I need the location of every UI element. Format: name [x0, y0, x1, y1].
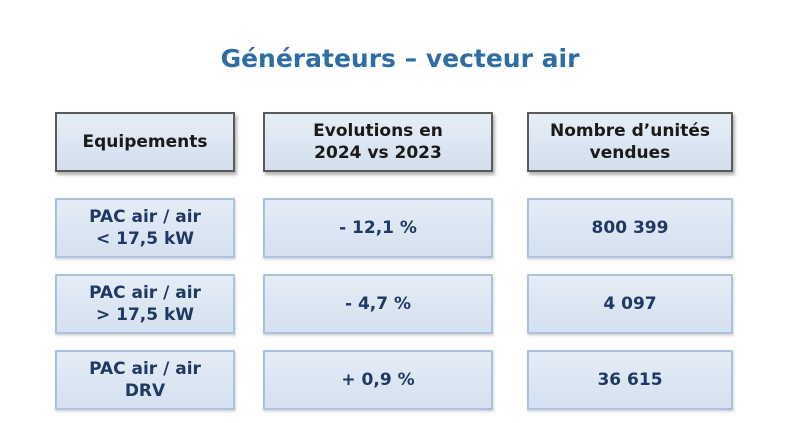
cell-text: - 12,1 %: [339, 218, 417, 238]
table-cell: 800 399: [527, 198, 733, 258]
cell-text: 800 399: [591, 218, 669, 238]
cell-text: < 17,5 kW: [95, 229, 195, 249]
cell-text: 4 097: [603, 294, 657, 314]
table-cell: - 4,7 %: [263, 274, 493, 334]
table-cell: 36 615: [527, 350, 733, 410]
cell-text: - 4,7 %: [344, 294, 412, 314]
cell-text: PAC air / air: [89, 359, 201, 379]
cell-text: Equipements: [82, 132, 208, 152]
table-cell: PAC air / air > 17,5 kW: [55, 274, 235, 334]
cell-text: PAC air / air: [89, 283, 201, 303]
cell-text: + 0,9 %: [341, 370, 415, 390]
table-cell: PAC air / air < 17,5 kW: [55, 198, 235, 258]
cell-text: PAC air / air: [89, 207, 201, 227]
header-cell: Equipements: [55, 112, 235, 172]
cell-text: Evolutions en: [313, 121, 443, 141]
table-cell: - 12,1 %: [263, 198, 493, 258]
cell-text: 2024 vs 2023: [314, 143, 442, 163]
cell-text: Nombre d’unités: [549, 121, 711, 141]
cell-text: vendues: [589, 143, 671, 163]
title: Générateurs – vecteur air: [220, 44, 580, 73]
header-cell: Nombre d’unités vendues: [527, 112, 733, 172]
table-cell: + 0,9 %: [263, 350, 493, 410]
cell-text: > 17,5 kW: [95, 305, 195, 325]
table-cell: PAC air / air DRV: [55, 350, 235, 410]
cell-text: 36 615: [597, 370, 663, 390]
cell-text: DRV: [124, 381, 166, 401]
table-cell: 4 097: [527, 274, 733, 334]
header-cell: Evolutions en 2024 vs 2023: [263, 112, 493, 172]
